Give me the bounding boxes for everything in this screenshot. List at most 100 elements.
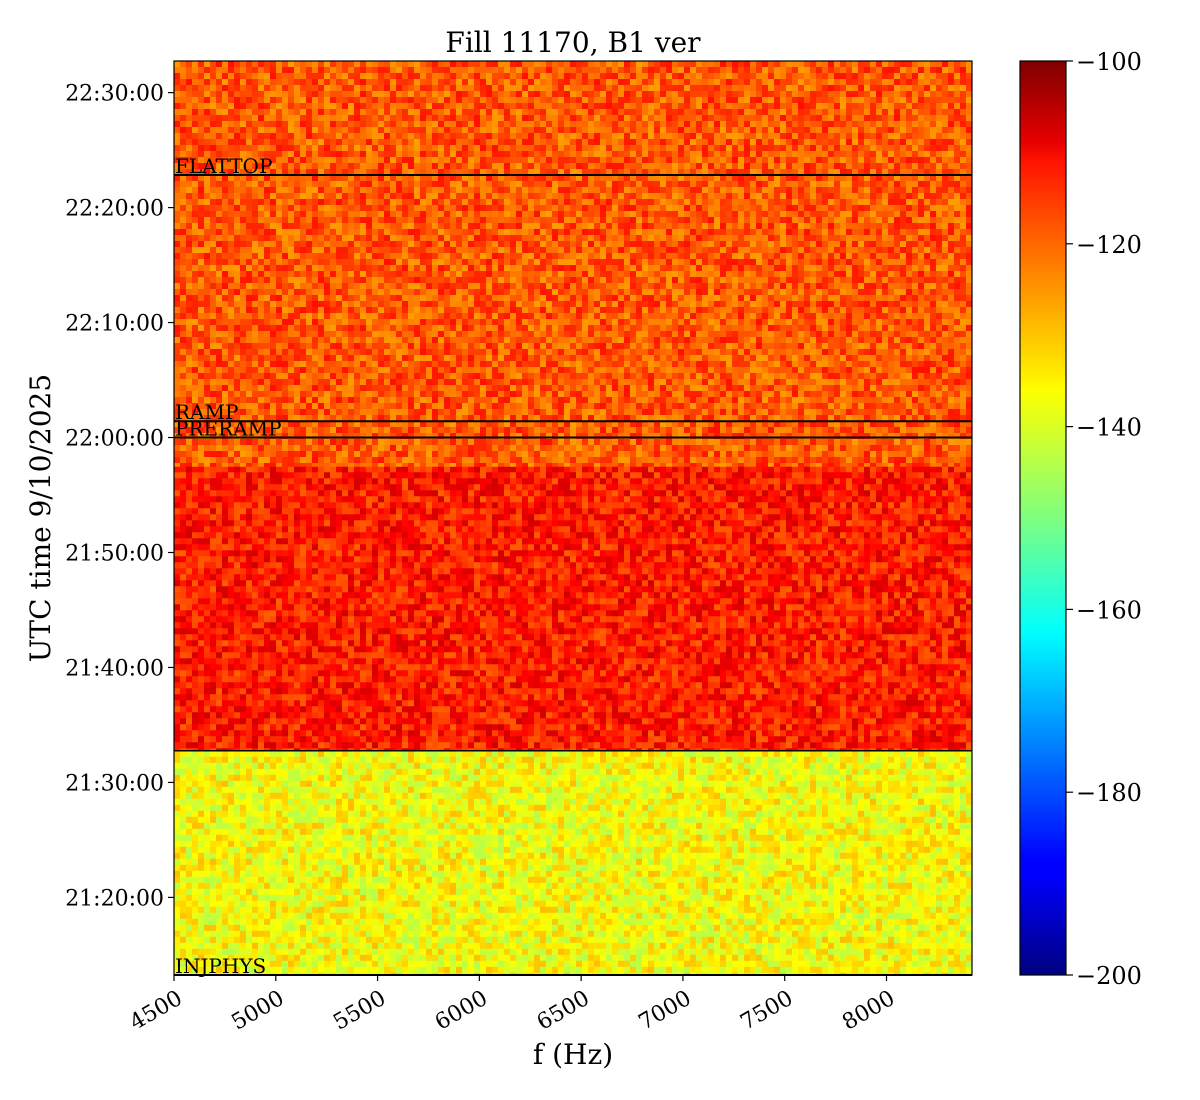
heatmap-cell xyxy=(246,762,252,770)
heatmap-cell xyxy=(174,918,180,926)
heatmap-cell xyxy=(618,858,624,866)
heatmap-cell xyxy=(186,906,192,914)
heatmap-cell xyxy=(468,966,474,974)
heatmap-cell xyxy=(966,840,972,848)
heatmap-cell xyxy=(870,816,876,824)
heatmap-cell xyxy=(774,792,780,800)
heatmap-cell xyxy=(852,810,858,818)
heatmap-cell xyxy=(702,948,708,956)
heatmap-cell xyxy=(450,906,456,914)
heatmap-cell xyxy=(786,792,792,800)
heatmap-cell xyxy=(648,804,654,812)
heatmap-cell xyxy=(936,756,942,764)
heatmap-cell xyxy=(390,834,396,842)
heatmap-cell xyxy=(780,870,786,878)
heatmap-cell xyxy=(942,798,948,806)
heatmap-cell xyxy=(498,774,504,782)
heatmap-cell xyxy=(900,966,906,974)
heatmap-cell xyxy=(222,930,228,938)
heatmap-cell xyxy=(954,762,960,770)
heatmap-cell xyxy=(240,780,246,788)
heatmap-cell xyxy=(444,756,450,764)
heatmap-cell xyxy=(432,942,438,950)
heatmap-cell xyxy=(576,894,582,902)
heatmap-cell xyxy=(732,888,738,896)
heatmap-cell xyxy=(552,900,558,908)
heatmap-cell xyxy=(690,966,696,974)
heatmap-cell xyxy=(234,834,240,842)
heatmap-cell xyxy=(672,876,678,884)
heatmap-cell xyxy=(660,912,666,920)
heatmap-cell xyxy=(732,936,738,944)
heatmap-cell xyxy=(720,882,726,890)
heatmap-cell xyxy=(696,774,702,782)
heatmap-cell xyxy=(864,792,870,800)
heatmap-cell xyxy=(552,912,558,920)
heatmap-cell xyxy=(186,852,192,860)
heatmap-cell xyxy=(534,810,540,818)
heatmap-cell xyxy=(486,750,492,758)
heatmap-cell xyxy=(804,888,810,896)
heatmap-cell xyxy=(690,906,696,914)
heatmap-cell xyxy=(660,762,666,770)
heatmap-cell xyxy=(570,888,576,896)
heatmap-cell xyxy=(174,774,180,782)
heatmap-cell xyxy=(738,858,744,866)
heatmap-cell xyxy=(558,894,564,902)
heatmap-cell xyxy=(768,894,774,902)
heatmap-cell xyxy=(762,774,768,782)
heatmap-cell xyxy=(360,858,366,866)
heatmap-cell xyxy=(252,948,258,956)
heatmap-cell xyxy=(672,768,678,776)
heatmap-cell xyxy=(912,786,918,794)
heatmap-cell xyxy=(708,900,714,908)
heatmap-cell xyxy=(342,792,348,800)
heatmap-cell xyxy=(432,756,438,764)
heatmap-cell xyxy=(948,858,954,866)
heatmap-cell xyxy=(858,894,864,902)
heatmap-cell xyxy=(942,834,948,842)
heatmap-cell xyxy=(486,810,492,818)
heatmap-cell xyxy=(564,846,570,854)
heatmap-cell xyxy=(918,936,924,944)
heatmap-cell xyxy=(348,852,354,860)
heatmap-cell xyxy=(600,768,606,776)
heatmap-cell xyxy=(486,894,492,902)
heatmap-cell xyxy=(216,852,222,860)
heatmap-cell xyxy=(798,924,804,932)
heatmap-cell xyxy=(594,930,600,938)
heatmap-cell xyxy=(870,828,876,836)
heatmap-cell xyxy=(444,798,450,806)
heatmap-cell xyxy=(432,786,438,794)
heatmap-cell xyxy=(666,954,672,962)
heatmap-cell xyxy=(564,972,570,975)
heatmap-cell xyxy=(522,942,528,950)
heatmap-cell xyxy=(342,948,348,956)
heatmap-cell xyxy=(276,786,282,794)
heatmap-cell xyxy=(648,840,654,848)
heatmap-cell xyxy=(180,894,186,902)
heatmap-cell xyxy=(246,912,252,920)
heatmap-cell xyxy=(948,834,954,842)
heatmap-cell xyxy=(714,792,720,800)
heatmap-cell xyxy=(960,900,966,908)
heatmap-cell xyxy=(348,792,354,800)
heatmap-cell xyxy=(810,858,816,866)
heatmap-cell xyxy=(192,918,198,926)
heatmap-cell xyxy=(522,882,528,890)
heatmap-cell xyxy=(762,840,768,848)
heatmap-cell xyxy=(228,762,234,770)
heatmap-cell xyxy=(756,756,762,764)
heatmap-cell xyxy=(342,840,348,848)
heatmap-cell xyxy=(174,924,180,932)
heatmap-cell xyxy=(912,780,918,788)
heatmap-cell xyxy=(516,948,522,956)
heatmap-cell xyxy=(690,804,696,812)
heatmap-cell xyxy=(636,804,642,812)
heatmap-cell xyxy=(828,876,834,884)
heatmap-cell xyxy=(852,828,858,836)
heatmap-cell xyxy=(708,960,714,968)
heatmap-cell xyxy=(780,816,786,824)
heatmap-cell xyxy=(678,924,684,932)
heatmap-cell xyxy=(324,948,330,956)
